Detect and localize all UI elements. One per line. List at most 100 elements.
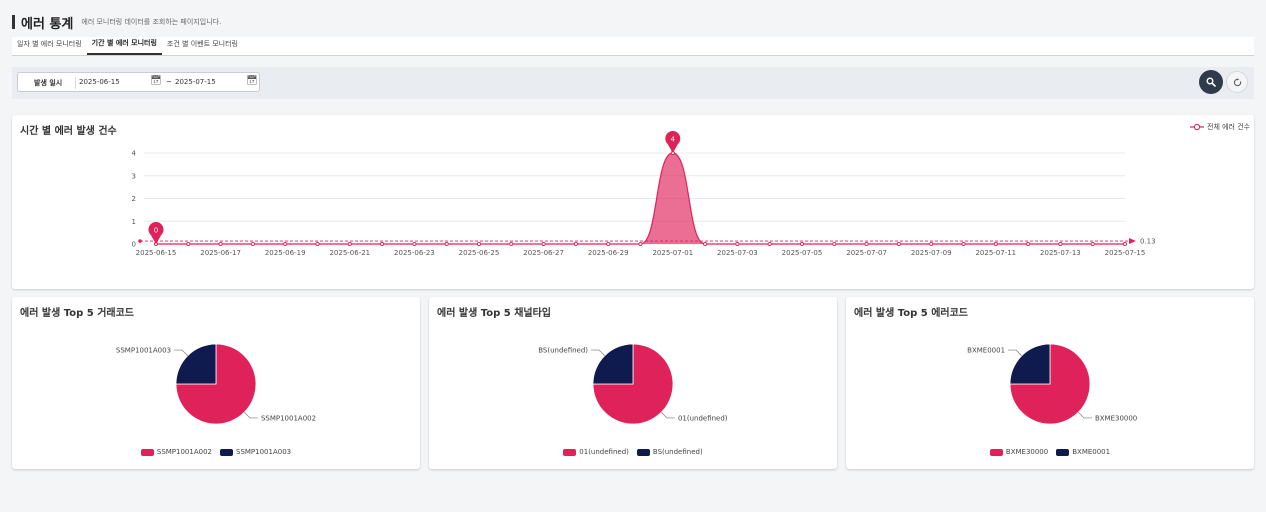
tab-period-monitoring[interactable]: 기간 별 에러 모니터링 [86,36,162,55]
pie-card-transaction-code: 에러 발생 Top 5 거래코드 SSMP1001A002 SSMP1001A00… [12,297,420,469]
data-point [412,241,417,247]
date-range-picker: 발생 일시 2025-06-15 📅︎ ~ 2025-07-15 📅︎ [17,72,260,92]
legend-label: BXME30000 [1005,448,1049,456]
max-marker [665,131,681,153]
legend-swatch [140,448,154,456]
legend-label: BXME0001 [1072,448,1111,456]
calendar-icon[interactable]: 📅︎ [246,76,258,86]
reset-button[interactable] [1226,71,1248,93]
legend-line-marker [1190,123,1204,131]
legend-label: BS(undefined) [652,448,703,456]
pie-chart: SSMP1001A002 SSMP1001A003 [116,343,316,425]
x-tick-label: 2025-06-27 [523,249,564,257]
data-point [1122,241,1128,247]
data-point [283,241,288,247]
average-line-arrow [1129,238,1136,245]
x-tick-label: 2025-06-19 [265,249,306,257]
page-header: 에러 통계 에러 모니터링 데이터를 조회하는 페이지입니다. [12,12,221,32]
legend-swatch [1056,448,1070,456]
y-tick-label: 0 [132,241,136,249]
start-date-input[interactable]: 2025-06-15 [79,78,120,86]
pie-slice-label: BS(undefined) [538,347,588,355]
pie-chart: 01(undefined) BS(undefined) [538,343,728,425]
pie-legend: BXME30000 BXME0001 [846,448,1254,456]
pie-slice-label: SSMP1001A002 [261,414,316,422]
tab-daily-monitoring[interactable]: 일자 별 에러 모니터링 [17,40,82,48]
data-point [929,241,934,247]
x-tick-label: 2025-07-15 [1105,249,1146,257]
x-tick-label: 2025-07-07 [846,249,887,257]
pie-slice-label: 01(undefined) [678,414,728,422]
data-point [832,241,837,247]
x-tick-label: 2025-06-29 [588,249,629,257]
legend-item[interactable]: BS(undefined) [636,448,703,456]
data-point [896,241,901,247]
pie-slice-label: BXME30000 [1095,414,1137,422]
y-tick-label: 4 [132,150,137,158]
x-tick-label: 2025-07-03 [717,249,758,257]
tab-condition-monitoring[interactable]: 조건 별 이벤트 모니터링 [166,40,238,48]
x-tick-label: 2025-07-09 [911,249,952,257]
legend-label: SSMP1001A002 [156,448,212,456]
data-point [1026,241,1031,247]
pie-title: 에러 발생 Top 5 채널타입 [437,308,552,319]
data-point [961,241,966,247]
page-title: 에러 통계 [21,16,74,32]
data-point [573,241,578,247]
data-point [444,241,449,247]
min-marker-label: 0 [154,227,158,235]
y-tick-label: 1 [132,218,136,226]
legend-swatch [636,448,650,456]
data-point [347,241,352,247]
data-point [250,241,255,247]
calendar-icon[interactable]: 📅︎ [150,76,162,86]
legend-swatch [989,448,1003,456]
pie-card-error-code: 에러 발생 Top 5 에러코드 BXME30000 BXME0001 BXME3… [846,297,1254,469]
legend-item[interactable]: 01(undefined) [563,448,629,456]
line-chart: 0 1 2 3 4 2025-06-15 2025-06-17 2025-06-19 2025-… [132,131,1156,257]
data-point [315,241,320,247]
legend-label: 전체 에러 건수 [1207,123,1251,131]
data-point [380,241,385,247]
legend-item[interactable]: SSMP1001A002 [140,448,212,456]
pie-leader-line [591,349,605,356]
x-tick-label: 2025-07-05 [782,249,823,257]
line-chart-legend[interactable]: 전체 에러 건수 [1190,122,1250,132]
date-range-label: 발생 일시 [34,79,63,87]
pie-leader-line [1078,412,1092,419]
pie-chart: BXME30000 BXME0001 [967,343,1137,425]
pie-leader-line [244,412,258,419]
pie-leader-line [1008,349,1022,356]
x-tick-label: 2025-06-21 [329,249,370,257]
data-point [218,241,223,247]
data-point [476,241,482,247]
data-point [767,241,772,247]
search-button[interactable] [1199,70,1223,94]
pie-leader-line [661,412,675,419]
pie-card-channel-type: 에러 발생 Top 5 채널타입 01(undefined) BS(undefin… [429,297,837,469]
end-date-input[interactable]: 2025-07-15 [175,78,216,86]
x-tick-label: 2025-07-01 [652,249,693,257]
pie-slice-label: SSMP1001A003 [116,347,171,355]
legend-item[interactable]: BXME30000 [989,448,1049,456]
x-tick-label: 2025-06-25 [459,249,500,257]
tab-bar: 일자 별 에러 모니터링 기간 별 에러 모니터링 조건 별 이벤트 모니터링 [12,37,1254,56]
legend-item[interactable]: BXME0001 [1056,448,1110,456]
x-tick-label: 2025-07-11 [975,249,1016,257]
x-tick-label: 2025-06-15 [136,249,177,257]
refresh-icon [1233,77,1241,86]
legend-swatch [220,448,233,456]
data-point [735,241,740,247]
title-accent-bar [12,15,15,29]
data-point [606,241,611,247]
line-chart-title: 시간 별 에러 발생 건수 [20,126,117,137]
x-tick-label: 2025-07-13 [1040,249,1081,257]
filter-panel: 발생 일시 2025-06-15 📅︎ ~ 2025-07-15 📅︎ [12,67,1254,99]
data-point [993,241,998,247]
data-point [1090,241,1095,247]
average-line-start [138,239,142,243]
legend-swatch [563,448,577,456]
data-point [799,241,805,247]
legend-item[interactable]: SSMP1001A003 [220,448,291,456]
max-marker-label: 4 [671,136,676,144]
